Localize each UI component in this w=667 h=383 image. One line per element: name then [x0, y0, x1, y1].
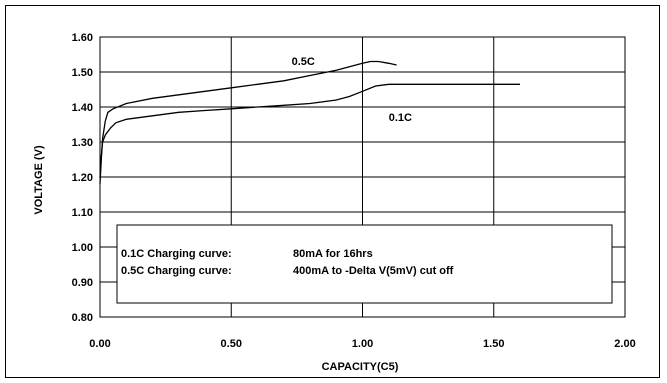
- series-labels: 0.5C 0.1C: [292, 56, 412, 124]
- y-tick-label: 1.30: [72, 137, 93, 149]
- y-tick-label: 1.60: [72, 32, 93, 44]
- y-tick-label: 1.50: [72, 67, 93, 79]
- series-line-0-5c: [99, 60, 397, 185]
- y-tick-label: 0.90: [72, 277, 93, 289]
- annotation-line-1-name: 0.1C Charging curve:: [121, 248, 232, 260]
- annotation-box: [116, 224, 613, 304]
- y-tick-label: 1.10: [72, 207, 93, 219]
- y-tick-labels: 0.80 0.90 1.00 1.10 1.20 1.30 1.40 1.50 1.60: [72, 32, 93, 324]
- x-tick-label: 2.00: [614, 338, 635, 350]
- series-lines: [99, 60, 520, 185]
- annotation-line-2-name: 0.5C Charging curve:: [121, 265, 232, 277]
- chart-frame: [5, 5, 660, 378]
- series-line-0-1c: [99, 83, 520, 178]
- annotation-line-2-value: 400mA to -Delta V(5mV) cut off: [293, 265, 454, 277]
- annotation-line-1-value: 80mA for 16hrs: [293, 248, 373, 260]
- x-tick-label: 0.50: [221, 338, 242, 350]
- x-tick-label: 1.50: [483, 338, 504, 350]
- y-tick-label: 0.80: [72, 312, 93, 324]
- y-tick-label: 1.20: [72, 172, 93, 184]
- series-label-0-1c: 0.1C: [389, 112, 412, 124]
- x-tick-label: 0.00: [89, 338, 110, 350]
- y-tick-label: 1.40: [72, 102, 93, 114]
- x-tick-label: 1.00: [352, 338, 373, 350]
- series-label-0-5c: 0.5C: [292, 56, 315, 68]
- y-axis-title: VOLTAGE (V): [33, 145, 45, 215]
- x-tick-labels: 0.00 0.50 1.00 1.50 2.00: [89, 338, 635, 350]
- y-tick-label: 1.00: [72, 242, 93, 254]
- x-axis-title: CAPACITY(C5): [322, 361, 399, 373]
